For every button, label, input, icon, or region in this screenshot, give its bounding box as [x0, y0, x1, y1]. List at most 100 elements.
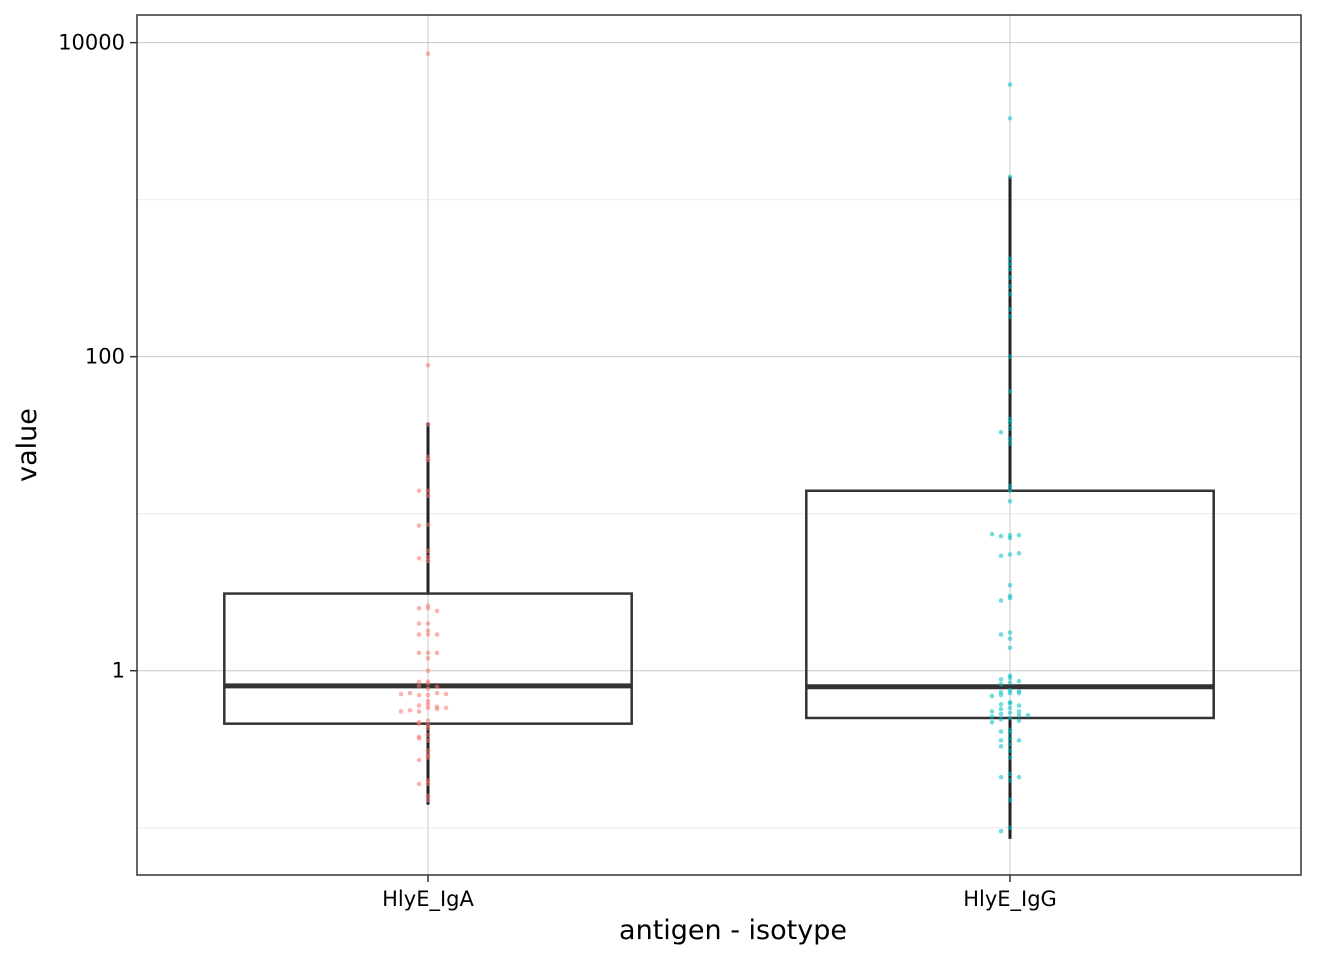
data-point [416, 555, 422, 561]
data-point [1007, 552, 1013, 557]
data-point [425, 668, 431, 674]
data-point [425, 650, 431, 656]
data-point [1007, 82, 1013, 87]
data-point [425, 692, 431, 698]
data-point [425, 632, 431, 637]
point-layer [398, 51, 1031, 834]
data-point [434, 632, 440, 637]
data-point [434, 650, 440, 656]
data-point [998, 774, 1004, 780]
data-point [1007, 680, 1013, 685]
data-point [1016, 532, 1022, 538]
data-point [1007, 275, 1013, 280]
data-point [425, 457, 431, 463]
data-point [1016, 774, 1022, 780]
data-point [998, 632, 1004, 637]
data-point [1007, 174, 1013, 180]
x-tick-label: HlyE_IgA [382, 887, 474, 912]
data-point [398, 691, 404, 697]
data-point [425, 732, 431, 738]
data-point [407, 690, 413, 696]
data-point [443, 691, 449, 697]
data-point [416, 734, 422, 739]
data-point [998, 729, 1004, 734]
data-point [1007, 701, 1013, 706]
data-point [989, 719, 995, 725]
data-point [1007, 582, 1013, 588]
data-point [1007, 675, 1013, 681]
data-point [998, 533, 1004, 539]
data-point [1007, 715, 1013, 721]
data-point [1007, 736, 1013, 741]
data-point [425, 488, 431, 494]
data-point [1016, 690, 1022, 696]
data-point [398, 709, 404, 714]
data-point [425, 605, 431, 611]
data-point [998, 681, 1004, 687]
data-point [1016, 550, 1022, 556]
data-point [416, 709, 422, 714]
data-point [1007, 730, 1013, 736]
data-point [425, 628, 431, 633]
data-point [1007, 420, 1013, 425]
data-point [1007, 825, 1013, 831]
data-point [1007, 256, 1013, 262]
x-tick-label: HlyE_IgG [963, 887, 1057, 912]
data-point [1007, 727, 1013, 733]
data-point [1016, 718, 1022, 724]
data-point [1007, 441, 1013, 446]
data-point [1007, 710, 1013, 716]
data-point [1007, 436, 1013, 442]
data-point [1007, 741, 1013, 747]
x-axis: HlyE_IgA HlyE_IgG [382, 875, 1057, 912]
data-point [1007, 778, 1013, 783]
data-point [416, 719, 422, 725]
data-point [1007, 314, 1013, 319]
data-point [1007, 535, 1013, 541]
data-point [407, 707, 413, 713]
data-point [443, 705, 449, 711]
data-point [1025, 713, 1031, 718]
data-point [425, 797, 431, 803]
data-point [425, 522, 431, 528]
minor-gridlines [137, 199, 1301, 829]
data-point [1016, 709, 1022, 714]
data-point [1007, 488, 1013, 494]
data-point [1007, 291, 1013, 297]
data-point [1007, 705, 1013, 711]
data-point [989, 709, 995, 714]
data-point [425, 363, 431, 368]
data-point [998, 702, 1004, 707]
data-point [425, 422, 431, 427]
data-point [416, 703, 422, 708]
data-point [434, 608, 440, 614]
data-point [1007, 389, 1013, 394]
plot-panel-border [136, 14, 1302, 876]
data-point [998, 717, 1004, 722]
data-point [998, 706, 1004, 712]
data-point [416, 605, 422, 611]
data-point [1007, 307, 1013, 312]
y-axis: 1 100 10000 [58, 31, 137, 683]
y-tick-label: 100 [85, 345, 125, 369]
data-point [434, 690, 440, 696]
data-point [416, 781, 422, 787]
data-point [1007, 690, 1013, 696]
data-point [425, 686, 431, 691]
data-point [998, 553, 1004, 559]
data-point [434, 684, 440, 690]
y-tick-label: 1 [112, 659, 125, 683]
data-point [425, 705, 431, 711]
data-point [425, 781, 431, 787]
data-point [1007, 595, 1013, 601]
data-point [989, 531, 995, 537]
data-point [998, 738, 1004, 743]
data-point [1007, 115, 1013, 121]
data-point [425, 493, 431, 499]
data-point [998, 744, 1004, 749]
data-point [1007, 797, 1013, 803]
data-point [1007, 425, 1013, 431]
data-point [998, 711, 1004, 717]
data-point [1007, 498, 1013, 504]
data-point [425, 718, 431, 724]
